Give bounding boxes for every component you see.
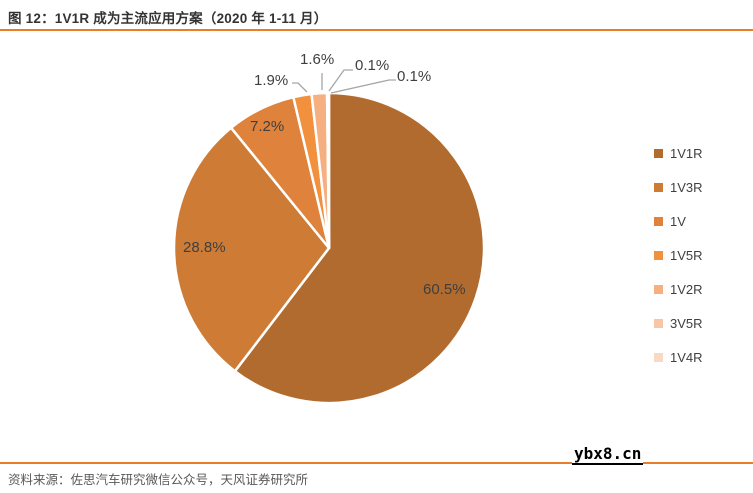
legend-swatch-3v5r <box>654 318 663 328</box>
legend-item-1v: 1V <box>654 204 703 238</box>
legend-swatch-1v5r <box>654 250 663 260</box>
legend-item-1v5r: 1V5R <box>654 238 703 272</box>
legend-label-1v2r: 1V2R <box>670 281 703 297</box>
slice-label-1v5r: 1.9% <box>254 72 289 89</box>
label-leader-lines <box>292 69 396 94</box>
slice-label-3v5r: 0.1% <box>355 57 390 74</box>
source-note: 资料来源：佐思汽车研究微信公众号，天风证券研究所 <box>8 473 309 487</box>
legend-label-1v1r: 1V1R <box>670 145 703 161</box>
legend-label-1v5r: 1V5R <box>670 247 703 263</box>
pie-slice-1v4r <box>326 91 331 250</box>
chart-legend: 1V1R 1V3R 1V 1V5R 1V2R 3V5R 1V4R <box>654 136 703 374</box>
pie-chart-area <box>0 32 753 460</box>
legend-label-3v5r: 3V5R <box>670 315 703 331</box>
footer-divider-line <box>0 462 753 464</box>
legend-swatch-1v2r <box>654 284 663 294</box>
slice-label-1v2r: 1.6% <box>300 51 335 68</box>
legend-swatch-1v <box>654 216 663 226</box>
legend-item-3v5r: 3V5R <box>654 306 703 340</box>
legend-swatch-1v1r <box>654 148 663 158</box>
legend-item-1v4r: 1V4R <box>654 340 703 374</box>
legend-item-1v1r: 1V1R <box>654 136 703 170</box>
legend-item-1v3r: 1V3R <box>654 170 703 204</box>
slice-label-1v4r: 0.1% <box>397 68 432 85</box>
figure-title: 图 12：1V1R 成为主流应用方案（2020 年 1-11 月） <box>8 11 328 26</box>
title-divider-line <box>0 29 753 31</box>
leader-line-1v4r <box>330 79 396 94</box>
pie-slice-1v3r <box>172 126 331 373</box>
slice-label-1v1r: 60.5% <box>423 281 466 298</box>
pie-slice-1v1r <box>233 91 486 405</box>
slice-label-1v3r: 28.8% <box>183 239 226 256</box>
pie-chart-svg <box>172 69 486 405</box>
legend-swatch-1v3r <box>654 182 663 192</box>
leader-line-1v5r <box>292 82 308 93</box>
pie-slices-group <box>172 91 486 405</box>
legend-swatch-1v4r <box>654 352 663 362</box>
legend-item-1v2r: 1V2R <box>654 272 703 306</box>
leader-line-3v5r <box>328 69 353 92</box>
watermark-link: ybx8.cn <box>572 444 644 465</box>
legend-label-1v4r: 1V4R <box>670 349 703 365</box>
slice-label-1v: 7.2% <box>250 118 285 135</box>
legend-label-1v: 1V <box>670 213 686 229</box>
legend-label-1v3r: 1V3R <box>670 179 703 195</box>
